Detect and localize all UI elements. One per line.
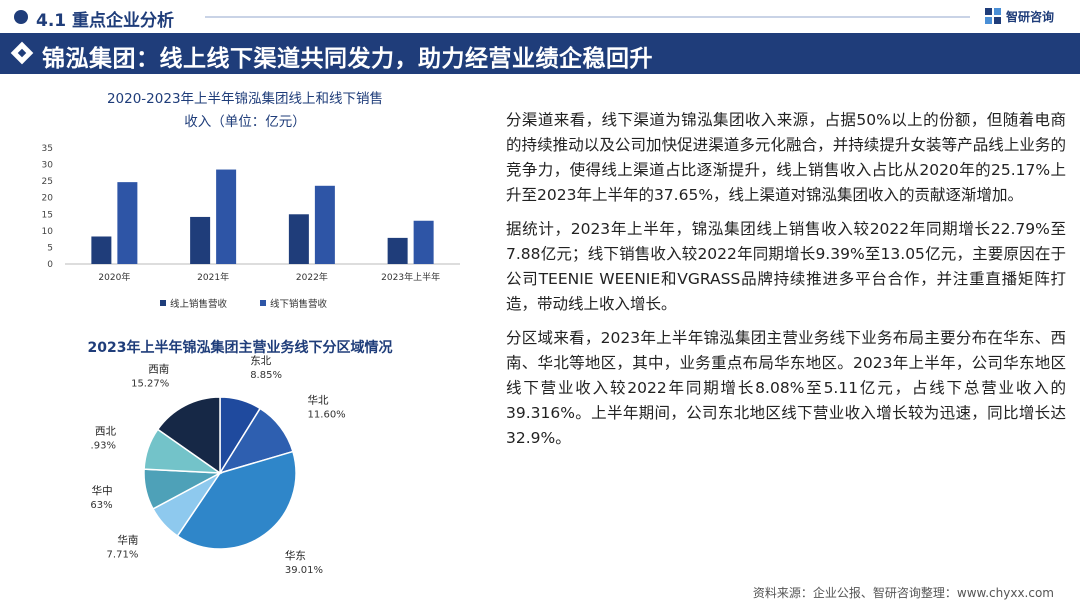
pie-label-percent: 8.93% bbox=[90, 440, 116, 451]
logo-text: 智研咨询 bbox=[1006, 9, 1055, 24]
bar-online bbox=[387, 237, 408, 264]
pie-chart-title: 2023年上半年锦泓集团主营业务线下分区域情况 bbox=[87, 340, 393, 356]
pie-label-region: 西北 bbox=[95, 425, 116, 437]
legend-label: 线下销售营收 bbox=[270, 298, 328, 310]
pie-label-region: 东北 bbox=[250, 355, 271, 367]
bar-online bbox=[288, 214, 309, 264]
bar-offline bbox=[117, 182, 138, 264]
paragraph-region: 分区域来看，2023年上半年锦泓集团主营业务线下业务布局主要分布在华东、西南、华… bbox=[506, 329, 1066, 447]
pie-label-region: 华东 bbox=[285, 549, 306, 562]
pie-chart: 东北 8.85% 华北 11.60% 华东 39.01% 华南 7.71% 华中 8.63% 西北 8… bbox=[90, 355, 346, 576]
legend-swatch bbox=[260, 300, 266, 306]
y-tick-label: 5 bbox=[47, 243, 53, 253]
pie-label-percent: 11.60% bbox=[308, 409, 346, 420]
pie-slice bbox=[176, 450, 297, 550]
y-tick-label: 20 bbox=[42, 194, 54, 204]
y-tick-label: 35 bbox=[42, 144, 53, 154]
bar-online bbox=[190, 216, 211, 264]
paragraph-channel: 分渠道来看，线下渠道为锦泓集团收入来源，占据50%以上的份额，但随着电商的持续推… bbox=[506, 111, 1066, 204]
legend-swatch bbox=[160, 300, 166, 306]
bar-online bbox=[91, 236, 112, 264]
bar-chart: 0 5 10 15 20 25 30 35 2020年 2021年 2022年 2023年上半年线上销… bbox=[42, 144, 460, 310]
y-tick-label: 25 bbox=[42, 177, 53, 187]
section-title: 4.1 重点企业分析 bbox=[36, 11, 175, 31]
pie-label-percent: 7.71% bbox=[107, 550, 139, 561]
analysis-text: 分渠道来看，线下渠道为锦泓集团收入来源，占据50%以上的份额，但随着电商的持续推… bbox=[506, 108, 1066, 460]
source-note: 资料来源：企业公报、智研咨询整理：www.chyxx.com bbox=[752, 586, 1054, 600]
y-tick-label: 0 bbox=[47, 260, 53, 270]
logo-icon bbox=[985, 8, 1001, 24]
pie-label-percent: 8.63% bbox=[90, 500, 113, 511]
bar-offline bbox=[413, 220, 434, 264]
legend-label: 线上销售营收 bbox=[170, 298, 228, 310]
y-tick-label: 30 bbox=[42, 161, 54, 171]
pie-label-region: 西南 bbox=[148, 362, 169, 375]
pie-label-region: 华南 bbox=[117, 534, 138, 547]
pie-label-region: 华中 bbox=[92, 484, 113, 497]
pie-slice bbox=[156, 396, 221, 475]
pie-label-percent: 8.85% bbox=[250, 370, 282, 381]
header-divider bbox=[205, 16, 970, 18]
title-banner: 锦泓集团：线上线下渠道共同发力，助力经营业绩企稳回升 bbox=[0, 33, 1080, 74]
bar-offline bbox=[314, 185, 335, 264]
pie-label-percent: 39.01% bbox=[285, 565, 323, 576]
pie-label-region: 华北 bbox=[308, 393, 329, 406]
section-dot-icon bbox=[14, 10, 28, 24]
logo: 智研咨询 bbox=[984, 7, 1054, 25]
top-bar: 4.1 重点企业分析 智研咨询 bbox=[0, 0, 1080, 34]
x-tick-label: 2021年 bbox=[197, 271, 229, 283]
y-tick-label: 10 bbox=[42, 227, 54, 237]
bar-offline bbox=[216, 169, 237, 264]
x-tick-label: 2020年 bbox=[98, 271, 130, 283]
bar-chart-title: 2020-2023年上半年锦泓集团线上和线下销售 收入（单位：亿元） bbox=[20, 88, 470, 134]
paragraph-statistics: 据统计，2023年上半年，锦泓集团线上销售收入较2022年同期增长22.79%至… bbox=[506, 220, 1066, 313]
x-tick-label: 2022年 bbox=[296, 271, 328, 283]
y-tick-label: 15 bbox=[42, 210, 53, 220]
pie-label-percent: 15.27% bbox=[131, 378, 169, 389]
banner-title: 锦泓集团：线上线下渠道共同发力，助力经营业绩企稳回升 bbox=[42, 46, 653, 72]
x-tick-label: 2023年上半年 bbox=[381, 271, 440, 283]
bar-chart-title-line-2: 收入（单位：亿元） bbox=[184, 114, 306, 130]
bar-chart-title-line-1: 2020-2023年上半年锦泓集团线上和线下销售 bbox=[106, 91, 384, 107]
